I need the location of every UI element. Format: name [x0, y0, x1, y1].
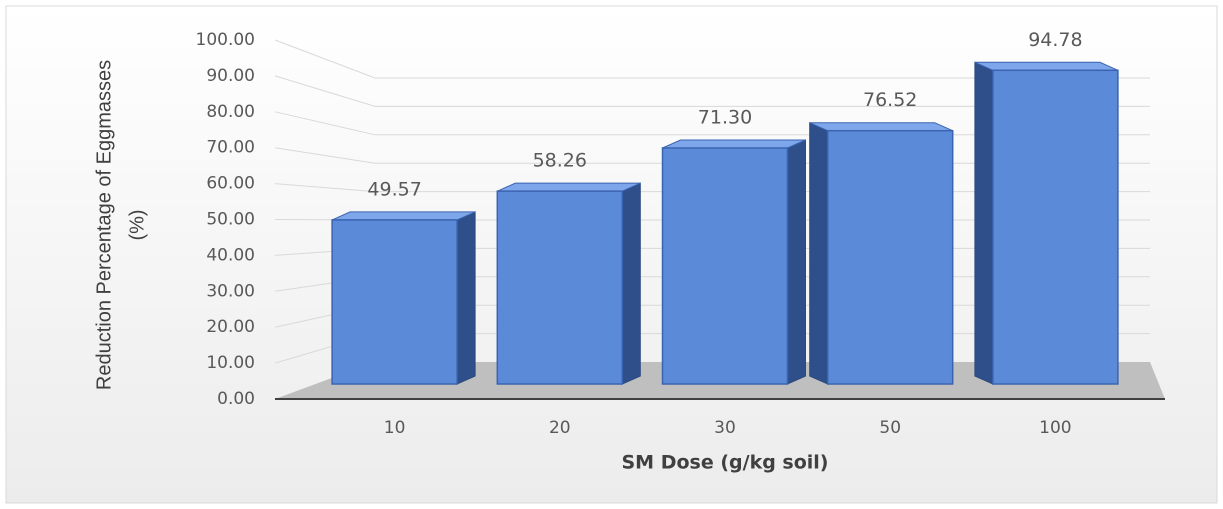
- y-tick-label: 90.00: [206, 66, 255, 86]
- value-label: 76.52: [863, 89, 917, 111]
- x-tick-label: 20: [549, 418, 571, 438]
- value-label: 58.26: [533, 150, 587, 172]
- y-tick-label: 40.00: [206, 245, 255, 265]
- y-tick-label: 80.00: [206, 102, 255, 122]
- bar: [331, 211, 476, 385]
- value-label: 94.78: [1028, 29, 1082, 51]
- value-label: 71.30: [698, 106, 752, 128]
- bar-face: [809, 121, 829, 385]
- value-label: 49.57: [367, 178, 421, 200]
- x-tick-label: 50: [879, 418, 901, 438]
- y-tick-label: 10.00: [206, 353, 255, 373]
- y-tick-label: 20.00: [206, 317, 255, 337]
- bar: [809, 121, 954, 385]
- bar-face: [787, 139, 806, 385]
- grid-line: [274, 75, 1150, 107]
- x-axis-label: SM Dose (g/kg soil): [622, 452, 829, 474]
- bar-face: [662, 139, 806, 149]
- bar-face: [809, 122, 953, 132]
- y-tick-label: 100.00: [196, 30, 255, 50]
- bar: [496, 182, 641, 385]
- y-axis-label: (%): [126, 209, 148, 240]
- y-tick-label: 60.00: [206, 174, 255, 194]
- y-tick-label: 70.00: [206, 138, 255, 158]
- x-tick-label: 10: [384, 418, 406, 438]
- bar-face: [992, 69, 1119, 385]
- bar-face: [497, 182, 641, 192]
- bar-face: [331, 219, 458, 385]
- bar-face: [974, 61, 994, 385]
- bar-face: [621, 182, 641, 385]
- bar-face: [456, 211, 476, 385]
- y-tick-label: 0.00: [217, 389, 255, 409]
- bar-face: [974, 61, 1119, 71]
- bar-face: [661, 147, 789, 385]
- bar: [661, 139, 806, 385]
- y-tick-label: 50.00: [206, 210, 255, 230]
- y-tick-label: 30.00: [206, 281, 255, 301]
- grid-line: [274, 39, 1150, 79]
- bar-face: [331, 211, 476, 221]
- x-tick-label: 30: [714, 418, 736, 438]
- bar: [974, 61, 1119, 385]
- y-axis-label: Reduction Percentage of Eggmasses: [93, 60, 115, 390]
- bar-face: [826, 129, 954, 385]
- x-tick-label: 100: [1039, 418, 1071, 438]
- bar-face: [496, 190, 624, 385]
